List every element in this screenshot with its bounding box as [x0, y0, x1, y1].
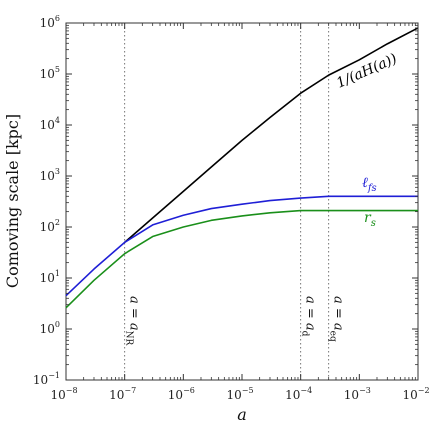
- y-axis-ticks: 10−1 100 101 102 103 104 105 106: [33, 14, 418, 387]
- series-group: [65, 27, 419, 309]
- curve-label-rs: rs: [364, 210, 376, 229]
- x-tick-label: 10−5: [226, 386, 253, 402]
- y-tick-label: 100: [40, 320, 60, 336]
- series-line: [124, 27, 419, 243]
- y-axis-label: Comoving scale [kpc]: [3, 114, 22, 288]
- x-axis-ticks: 10−8 10−7 10−6 10−5 10−4 10−3 10−2: [50, 23, 430, 402]
- vertical-marker-label: a = ad: [300, 296, 318, 337]
- y-tick-label: 101: [40, 269, 60, 285]
- x-tick-label: 10−7: [109, 386, 136, 402]
- vertical-markers: a = aNR a = ad a = aeq: [124, 23, 346, 380]
- vertical-marker-label: a = aeq: [328, 296, 346, 342]
- curve-label-lfs: ℓfs: [362, 175, 377, 194]
- series-line: [65, 209, 418, 309]
- x-tick-label: 10−4: [285, 386, 312, 402]
- y-tick-label: 102: [40, 218, 60, 234]
- y-tick-label: 105: [40, 65, 60, 81]
- y-tick-label: 10−1: [33, 371, 60, 387]
- x-tick-label: 10−2: [402, 386, 429, 402]
- x-tick-label: 10−8: [50, 386, 77, 402]
- series-line: [65, 195, 418, 297]
- x-tick-label: 10−3: [344, 386, 371, 402]
- curve-label-hubble: 1/(aH(a)): [334, 51, 399, 92]
- vertical-marker-label: a = aNR: [124, 296, 142, 346]
- curve-labels: 1/(aH(a)) ℓfs rs: [334, 51, 399, 229]
- y-tick-label: 104: [40, 116, 60, 132]
- y-tick-label: 106: [40, 14, 60, 30]
- x-tick-label: 10−6: [168, 386, 195, 402]
- y-tick-label: 103: [40, 167, 60, 183]
- x-axis-label: a: [237, 405, 247, 424]
